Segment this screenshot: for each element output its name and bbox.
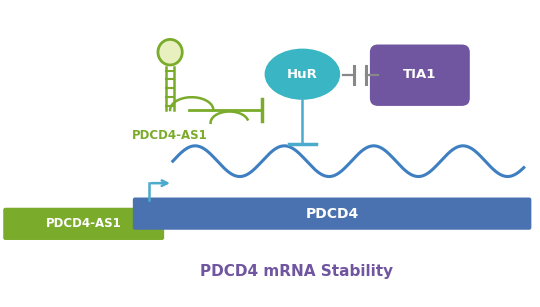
- Text: PDCD4-AS1: PDCD4-AS1: [132, 129, 208, 142]
- Text: TIA1: TIA1: [403, 68, 436, 81]
- FancyBboxPatch shape: [370, 45, 470, 106]
- Text: PDCD4 mRNA Stability: PDCD4 mRNA Stability: [200, 264, 394, 279]
- Text: HuR: HuR: [287, 68, 318, 81]
- FancyBboxPatch shape: [3, 208, 164, 240]
- Ellipse shape: [265, 49, 340, 100]
- Text: PDCD4: PDCD4: [306, 207, 359, 221]
- Text: PDCD4-AS1: PDCD4-AS1: [46, 217, 122, 230]
- Ellipse shape: [158, 39, 183, 65]
- FancyBboxPatch shape: [133, 197, 531, 230]
